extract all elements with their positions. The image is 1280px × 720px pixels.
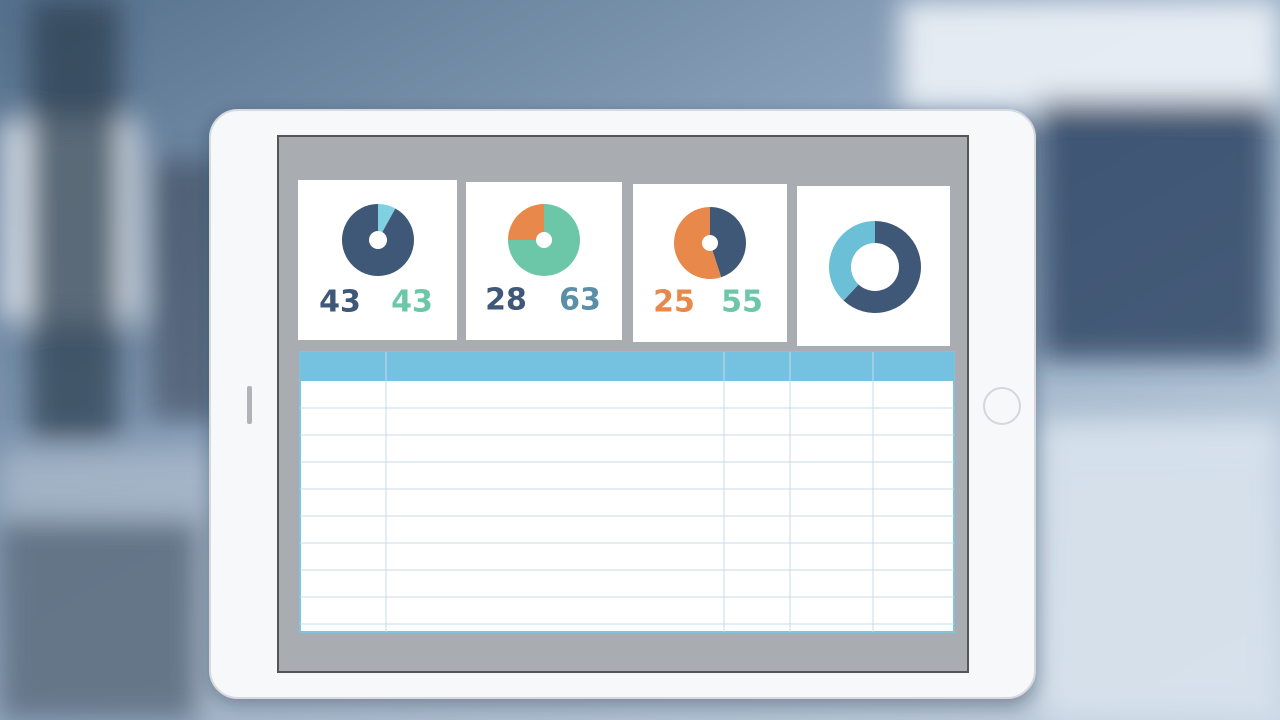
metric: 43 [391, 285, 433, 320]
table-header [300, 352, 954, 381]
donut-hole [851, 243, 899, 291]
donut-slice [378, 204, 396, 240]
metric: 55 [721, 285, 763, 320]
metric: 63 [559, 283, 601, 318]
donut-hole [702, 235, 718, 251]
donut-slice [674, 207, 722, 279]
donut-slice [508, 204, 544, 240]
metric: 25 [653, 285, 695, 320]
table-body [299, 351, 955, 633]
metric: 28 [485, 283, 527, 318]
cards: 43 43 28 63 25 55 [298, 180, 950, 346]
side-button [247, 386, 252, 424]
home-button[interactable] [983, 387, 1021, 425]
metric: 43 [319, 285, 361, 320]
donut-slice [710, 207, 747, 278]
donuts [342, 204, 922, 313]
table [299, 351, 955, 633]
donut-hole [369, 231, 387, 249]
donut-hole [536, 232, 552, 248]
